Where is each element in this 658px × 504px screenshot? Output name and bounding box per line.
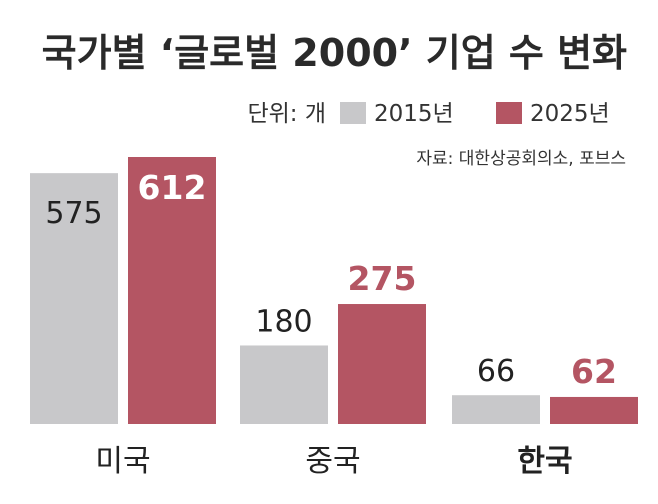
- value-labels: 575 612 180 275 66 62: [45, 168, 617, 391]
- category-label-2: 한국: [517, 444, 572, 479]
- value-label-2015-0: 575: [45, 196, 102, 231]
- bar-2025-1: [338, 304, 426, 424]
- category-labels: 미국 중국 한국: [95, 444, 572, 479]
- legend: 2015년 2025년: [340, 101, 610, 127]
- bar-2025-0: [128, 157, 216, 424]
- value-label-2015-1: 180: [255, 304, 312, 339]
- unit-label: 단위: 개: [247, 101, 326, 127]
- value-label-2015-2: 66: [477, 354, 515, 389]
- legend-label-2015: 2015년: [374, 101, 454, 127]
- category-label-1: 중국: [305, 444, 360, 479]
- bar-2015-0: [30, 173, 118, 424]
- value-label-2025-1: 275: [348, 259, 417, 298]
- legend-swatch-2025: [496, 102, 522, 124]
- value-label-2025-0: 612: [138, 168, 207, 207]
- legend-label-2025: 2025년: [530, 101, 610, 127]
- bars: [30, 157, 638, 424]
- bar-2015-2: [452, 395, 540, 424]
- bar-2015-1: [240, 345, 328, 424]
- category-label-0: 미국: [95, 444, 150, 479]
- bar-2025-2: [550, 396, 638, 424]
- legend-swatch-2015: [340, 102, 366, 124]
- value-label-2025-2: 62: [571, 352, 617, 391]
- source-note: 자료: 대한상공회의소, 포브스: [416, 149, 626, 169]
- chart-title: 국가별 ‘글로벌 2000’ 기업 수 변화: [42, 31, 627, 75]
